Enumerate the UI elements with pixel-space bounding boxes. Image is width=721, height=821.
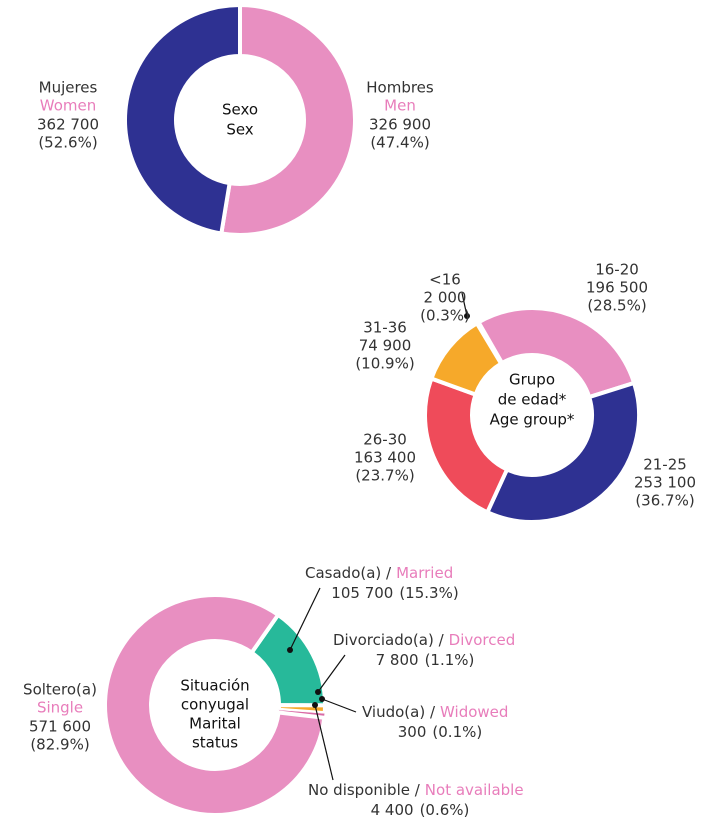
leader-dot: [312, 702, 318, 708]
percent-label: (0.1%): [432, 723, 482, 741]
leader-dot: [464, 313, 470, 319]
value-label: 105 700: [331, 584, 393, 602]
donut-slice: [219, 2, 357, 237]
percent-label: (1.1%): [425, 651, 475, 669]
value-label: 2 000: [424, 289, 467, 307]
center-label-en: Marital: [189, 715, 241, 733]
donut-slice: [484, 380, 641, 524]
category-label: 21-25: [643, 456, 687, 474]
value-label: 571 600: [29, 718, 91, 736]
leader-line: [314, 704, 334, 781]
percent-label: (15.3%): [399, 584, 458, 602]
value-line: 4 400 (0.6%): [371, 801, 470, 819]
value-label: 7 800: [376, 651, 419, 669]
center-label: de edad*: [498, 391, 567, 409]
percent-label: (23.7%): [355, 467, 414, 485]
category-label: Casado(a) /: [305, 564, 392, 582]
category-label-en: Divorced: [449, 631, 516, 649]
value-label: 253 100: [634, 474, 696, 492]
donut-slice: [423, 375, 510, 515]
center-label: Situación: [180, 677, 249, 695]
leader-line: [289, 587, 321, 651]
percent-label: (52.6%): [38, 134, 97, 152]
center-label-en: status: [192, 734, 238, 752]
value-label: 74 900: [359, 337, 412, 355]
value-line: 300 (0.1%): [398, 723, 482, 741]
value-line: 105 700 (15.3%): [331, 584, 458, 602]
percent-label: (0.3%): [420, 307, 470, 325]
category-label: 16-20: [595, 261, 639, 279]
category-label: <16: [429, 271, 461, 289]
value-label: 300: [398, 723, 427, 741]
center-label: Sexo: [222, 101, 258, 119]
center-label-en: Sex: [226, 121, 253, 139]
value-label: 196 500: [586, 279, 648, 297]
category-label-en: Widowed: [440, 703, 508, 721]
leader-line: [321, 698, 357, 713]
value-label: 326 900: [369, 116, 431, 134]
donut-slice: [103, 593, 327, 817]
center-label: conyugal: [181, 696, 249, 714]
category-label-line: Viudo(a) / Widowed: [362, 703, 508, 721]
category-label: No disponible /: [308, 781, 421, 799]
category-label: Divorciado(a) /: [333, 631, 445, 649]
value-line: 7 800 (1.1%): [376, 651, 475, 669]
leader-dot: [319, 696, 325, 702]
leader-line: [461, 292, 468, 317]
category-label: Hombres: [366, 79, 434, 97]
percent-label: (36.7%): [635, 492, 694, 510]
value-label: 362 700: [37, 116, 99, 134]
percent-label: (47.4%): [370, 134, 429, 152]
category-label-en: Men: [384, 97, 416, 115]
leader-dot: [315, 689, 321, 695]
center-label: Grupo: [509, 371, 555, 389]
category-label-line: No disponible / Not available: [308, 781, 524, 799]
category-label: Mujeres: [39, 79, 98, 97]
leader-dot: [287, 647, 293, 653]
category-label-line: Divorciado(a) / Divorced: [333, 631, 515, 649]
percent-label: (28.5%): [587, 297, 646, 315]
category-label: Soltero(a): [23, 681, 97, 699]
category-label: 26-30: [363, 431, 407, 449]
percent-label: (82.9%): [30, 736, 89, 754]
percent-label: (10.9%): [355, 355, 414, 373]
category-label: 31-36: [363, 319, 407, 337]
leader-line: [317, 654, 346, 693]
category-label-en: Single: [37, 699, 83, 717]
value-label: 4 400: [371, 801, 414, 819]
category-label-en: Women: [40, 97, 96, 115]
category-label-line: Casado(a) / Married: [305, 564, 453, 582]
donut-slice: [428, 320, 504, 398]
value-label: 163 400: [354, 449, 416, 467]
donut-slice: [475, 306, 637, 400]
category-label: Viudo(a) /: [362, 703, 436, 721]
center-label-en: Age group*: [490, 411, 575, 429]
category-label-en: Married: [396, 564, 453, 582]
donut-slice: [123, 2, 242, 236]
percent-label: (0.6%): [420, 801, 470, 819]
category-label-en: Not available: [425, 781, 524, 799]
